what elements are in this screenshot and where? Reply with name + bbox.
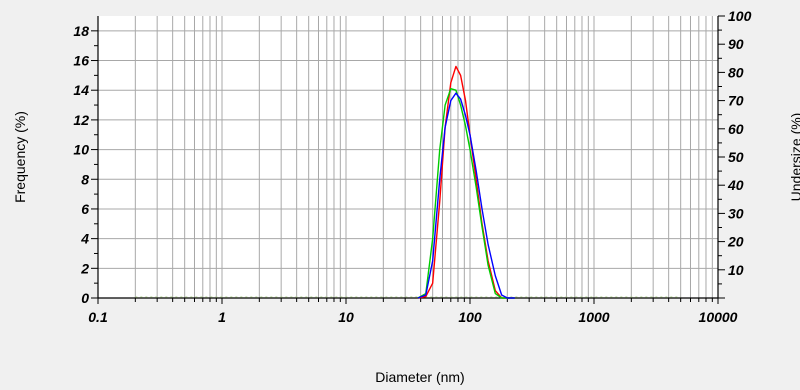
x-tick-label: 10: [338, 309, 354, 325]
x-tick-label: 1: [218, 309, 226, 325]
y-tick-label: 8: [81, 171, 89, 187]
y-tick-label: 16: [73, 53, 89, 69]
y2-tick-label: 80: [728, 64, 744, 80]
y2-tick-label: 30: [728, 205, 744, 221]
plot-area: [98, 16, 718, 298]
x-tick-label: 10000: [699, 309, 738, 325]
axes: [91, 15, 725, 304]
y2-tick-label: 100: [728, 8, 752, 24]
x-tick-label: 0.1: [88, 309, 108, 325]
y-tick-label: 10: [73, 142, 89, 158]
y-tick-label: 4: [80, 231, 89, 247]
y2-tick-label: 50: [728, 149, 744, 165]
x-axis-title: Diameter (nm): [375, 369, 464, 385]
y2-tick-label: 70: [728, 93, 744, 109]
data-series: [417, 65, 515, 299]
y2-tick-label: 40: [727, 177, 744, 193]
x-tick-label: 1000: [578, 309, 609, 325]
y-tick-label: 12: [73, 112, 89, 128]
y2-tick-label: 20: [727, 234, 744, 250]
y2-tick-label: 90: [728, 36, 744, 52]
series-line-3: [417, 92, 515, 299]
y2-axis-title: Undersize (%): [788, 113, 800, 202]
series-line-2: [417, 88, 515, 299]
gridlines: [97, 16, 718, 298]
y-axis-title: Frequency (%): [12, 111, 28, 203]
y2-tick-label: 10: [728, 262, 744, 278]
series-line-1: [417, 65, 515, 299]
y-tick-label: 0: [81, 290, 89, 306]
y-tick-label: 14: [73, 82, 89, 98]
y-tick-label: 6: [81, 201, 89, 217]
tick-labels: 0.1 1 10 100 1000 10000 0 2 4 6 8 10 12 14 16 18 10 20 30 4…: [73, 8, 751, 325]
x-tick-label: 100: [458, 309, 482, 325]
y-tick-label: 2: [80, 260, 89, 276]
y2-tick-label: 60: [728, 121, 744, 137]
y-tick-label: 18: [73, 23, 89, 39]
